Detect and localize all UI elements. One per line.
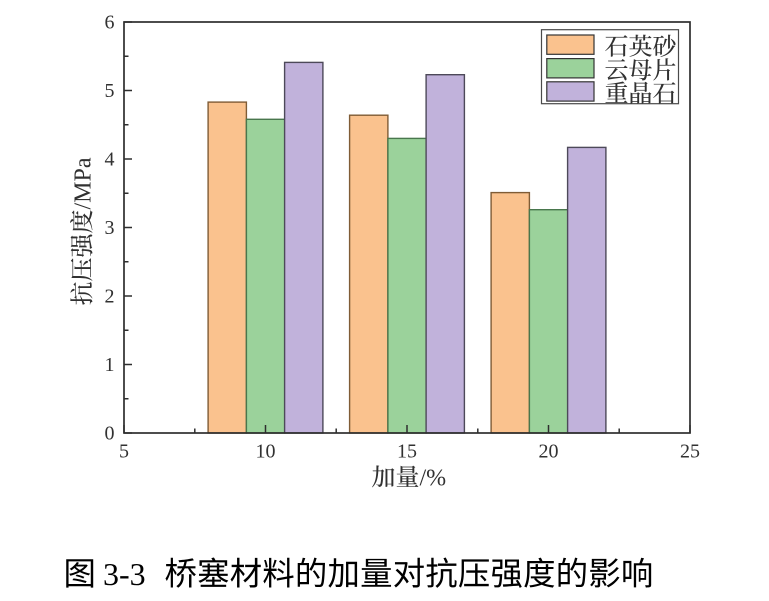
svg-text:/MPa: /MPa	[71, 157, 97, 209]
svg-text:10: 10	[256, 441, 276, 463]
svg-text:1: 1	[105, 354, 115, 376]
svg-text:20: 20	[539, 441, 559, 463]
svg-text:4: 4	[105, 149, 115, 171]
svg-text:15: 15	[397, 441, 417, 463]
svg-text:3: 3	[105, 217, 115, 239]
svg-text:/%: /%	[420, 466, 447, 492]
svg-text:2: 2	[105, 286, 115, 308]
svg-text:0: 0	[105, 423, 115, 445]
svg-text:5: 5	[105, 80, 115, 102]
svg-text:5: 5	[119, 441, 129, 463]
svg-text:3-3: 3-3	[103, 556, 146, 592]
svg-text:25: 25	[680, 441, 700, 463]
svg-text:6: 6	[105, 12, 115, 34]
